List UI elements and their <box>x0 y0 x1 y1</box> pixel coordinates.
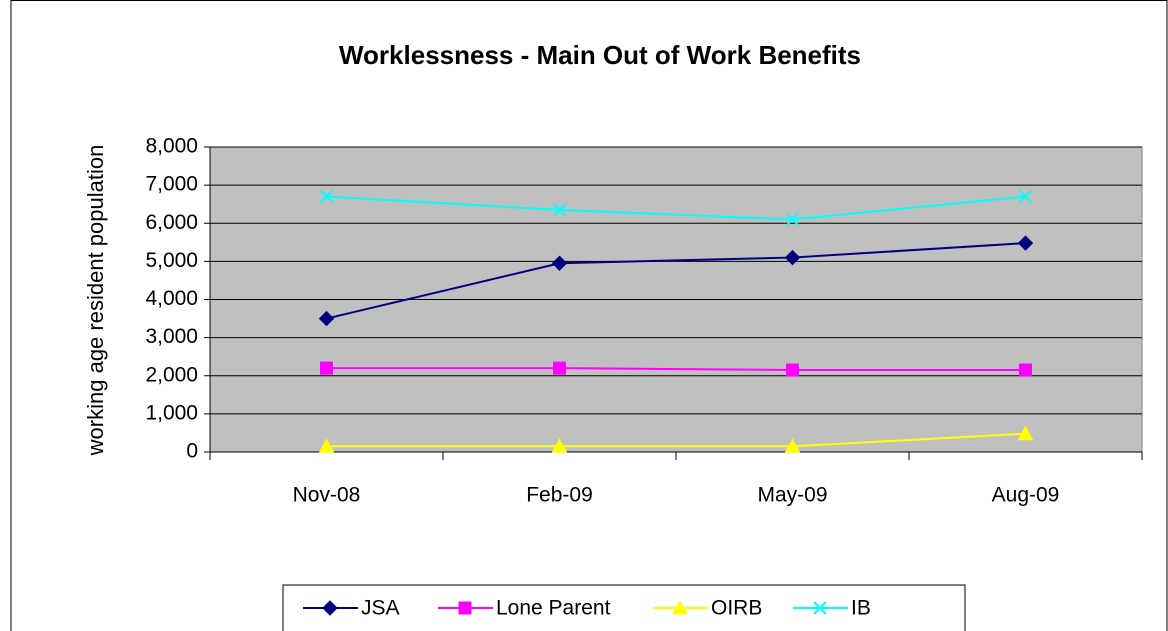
legend-marker <box>458 601 472 615</box>
legend-label: JSA <box>361 597 400 620</box>
y-tick-label: 8,000 <box>145 135 198 158</box>
y-tick-label: 7,000 <box>145 173 198 196</box>
y-tick-label: 3,000 <box>145 325 198 348</box>
y-tick-label: 0 <box>186 440 198 463</box>
x-tick-label: Nov-08 <box>293 484 361 507</box>
legend-marker <box>322 600 338 616</box>
y-tick-label: 5,000 <box>145 249 198 272</box>
legend-label: IB <box>851 597 871 620</box>
y-tick-label: 4,000 <box>145 287 198 310</box>
chart-title: Worklessness - Main Out of Work Benefits <box>339 40 861 70</box>
data-point <box>784 249 801 266</box>
legend-label: Lone Parent <box>496 597 611 620</box>
data-point <box>319 189 334 204</box>
data-point <box>553 361 566 375</box>
x-tick-label: Aug-09 <box>992 484 1060 507</box>
data-point <box>320 361 333 375</box>
series-line <box>326 195 1026 221</box>
y-tick-label: 1,000 <box>145 401 198 424</box>
series-line <box>326 242 1026 320</box>
data-point <box>786 363 799 377</box>
y-axis-label: working age resident population <box>83 145 108 457</box>
x-tick-label: May-09 <box>757 484 827 507</box>
x-tick-label: Feb-09 <box>526 484 593 507</box>
data-point <box>784 438 801 453</box>
legend-marker <box>813 601 827 615</box>
data-point <box>1017 425 1034 441</box>
data-point <box>1019 363 1032 377</box>
legend-box <box>282 584 966 631</box>
series-line <box>326 367 1026 372</box>
series-line <box>326 432 1026 448</box>
data-point <box>318 438 335 453</box>
y-tick-label: 6,000 <box>145 211 198 234</box>
data-point <box>1018 189 1033 204</box>
y-tick-label: 2,000 <box>145 363 198 386</box>
data-point <box>785 212 800 227</box>
data-point <box>1017 235 1034 251</box>
legend-marker <box>672 599 688 615</box>
legend-label: OIRB <box>711 597 762 620</box>
data-point <box>318 310 335 327</box>
data-point <box>551 255 568 271</box>
data-point <box>551 438 568 453</box>
data-point <box>552 203 567 217</box>
